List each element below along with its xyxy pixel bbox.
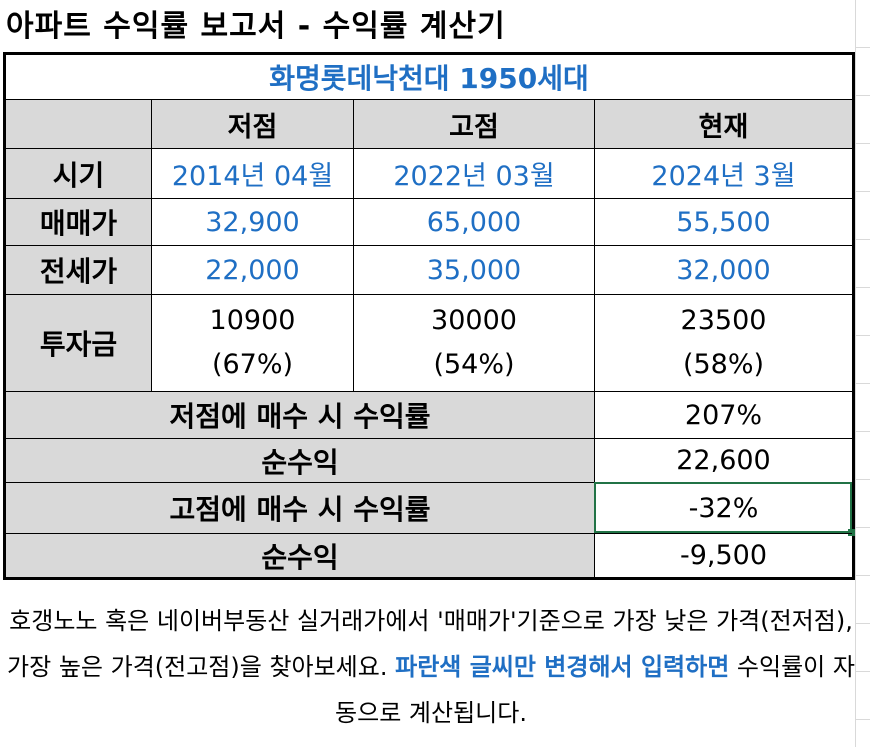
result-label-high-profit: 순수익 [6,533,594,577]
result-label-high-return: 고점에 매수 시 수익률 [6,482,594,533]
result-label-low-return: 저점에 매수 시 수익률 [6,391,594,438]
note-text-2: 수익률이 자동으로 계산됩니다. [335,653,855,727]
investment-current-amount: 23500 [680,305,767,336]
instruction-note: 호갱노노 혹은 네이버부동산 실거래가에서 '매매가'기준으로 가장 낮은 가격… [6,598,856,736]
period-current-cell[interactable]: 2024년 3월 [594,148,852,198]
investment-high-cell[interactable]: 30000 (54%) [353,294,594,391]
apartment-name-cell[interactable]: 화명롯데낙천대 1950세대 [269,62,589,95]
calculator-table: 화명롯데낙천대 1950세대 저점 고점 현재 시기 2014년 04월 202… [3,52,855,580]
result-label-low-profit: 순수익 [6,438,594,482]
row-label-period: 시기 [6,148,151,198]
sale-current-cell[interactable]: 55,500 [594,198,852,245]
row-label-investment: 투자금 [6,294,151,391]
jeonse-current-cell[interactable]: 32,000 [594,245,852,294]
sale-low-cell[interactable]: 32,900 [151,198,353,245]
note-highlight: 파란색 글씨만 변경해서 입력하면 [395,653,730,681]
investment-low-cell[interactable]: 10900 (67%) [151,294,353,391]
col-header-low: 저점 [151,99,353,148]
fill-handle[interactable] [848,529,855,536]
investment-current-cell[interactable]: 23500 (58%) [594,294,852,391]
corner-header-cell [6,99,151,148]
col-header-current: 현재 [594,99,852,148]
jeonse-low-cell[interactable]: 22,000 [151,245,353,294]
result-value-high-profit[interactable]: -9,500 [594,533,852,577]
result-value-low-profit[interactable]: 22,600 [594,438,852,482]
spreadsheet-gridlines [855,0,870,747]
investment-high-amount: 30000 [431,305,517,336]
investment-current-ratio: (58%) [682,349,765,380]
sale-high-cell[interactable]: 65,000 [353,198,594,245]
result-value-low-return[interactable]: 207% [594,391,852,438]
investment-high-ratio: (54%) [433,349,515,380]
investment-low-amount: 10900 [209,305,296,336]
page-title: 아파트 수익률 보고서 - 수익률 계산기 [6,9,506,44]
jeonse-high-cell[interactable]: 35,000 [353,245,594,294]
period-high-cell[interactable]: 2022년 03월 [353,148,594,198]
investment-low-ratio: (67%) [211,349,294,380]
col-header-high: 고점 [353,99,594,148]
period-low-cell[interactable]: 2014년 04월 [151,148,353,198]
result-value-high-return-selected[interactable]: -32% [594,482,852,533]
row-label-jeonse: 전세가 [6,245,151,294]
note-text-1: 호갱노노 혹은 네이버부동산 실거래가에서 '매매가'기준으로 가장 낮은 가격… [7,607,853,681]
row-label-sale: 매매가 [6,198,151,245]
